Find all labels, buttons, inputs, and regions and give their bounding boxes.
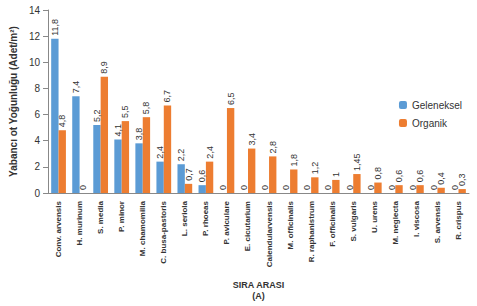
- svg-text:4,1: 4,1: [113, 124, 123, 137]
- svg-text:0,4: 0,4: [436, 172, 446, 185]
- svg-text:4: 4: [34, 135, 40, 146]
- svg-text:I. viscosa: I. viscosa: [412, 200, 421, 237]
- svg-text:M. neglecta: M. neglecta: [391, 200, 400, 244]
- svg-text:2,2: 2,2: [176, 149, 186, 162]
- svg-text:0: 0: [366, 185, 376, 190]
- svg-text:Yabancı ot Yoğunluğu (Adet/m²): Yabancı ot Yoğunluğu (Adet/m²): [8, 26, 19, 177]
- svg-text:2: 2: [34, 161, 40, 172]
- svg-text:Geleneksel: Geleneksel: [412, 100, 462, 111]
- svg-text:2,4: 2,4: [205, 146, 215, 159]
- svg-text:5,2: 5,2: [92, 110, 102, 123]
- svg-text:U. urens: U. urens: [370, 200, 379, 233]
- svg-text:E. cicutarium: E. cicutarium: [243, 201, 252, 251]
- svg-text:1,2: 1,2: [310, 162, 320, 175]
- svg-text:0: 0: [428, 185, 439, 190]
- svg-text:0: 0: [260, 185, 270, 190]
- svg-text:8,9: 8,9: [99, 61, 109, 74]
- svg-text:S. media: S. media: [96, 200, 105, 233]
- svg-text:R. crispus: R. crispus: [454, 200, 463, 239]
- svg-text:C. busa-pastoris: C. busa-pastoris: [159, 200, 168, 263]
- svg-text:R. raphanistrum: R. raphanistrum: [307, 201, 316, 262]
- svg-text:12: 12: [29, 31, 41, 42]
- svg-text:6,5: 6,5: [226, 93, 236, 106]
- svg-text:0: 0: [281, 185, 291, 190]
- svg-text:14: 14: [29, 5, 41, 16]
- svg-text:0: 0: [78, 185, 88, 190]
- svg-text:P. aviculare: P. aviculare: [222, 200, 231, 244]
- svg-text:0: 0: [387, 185, 397, 190]
- svg-text:S. arvensis: S. arvensis: [433, 200, 442, 243]
- svg-text:6,7: 6,7: [162, 90, 172, 103]
- svg-text:F. officinalis: F. officinalis: [328, 200, 337, 246]
- svg-text:7,4: 7,4: [71, 81, 81, 94]
- svg-text:3,4: 3,4: [247, 133, 257, 146]
- svg-text:0: 0: [34, 188, 40, 199]
- svg-text:0: 0: [408, 185, 418, 190]
- svg-text:0,8: 0,8: [373, 167, 383, 180]
- svg-text:H. murinum: H. murinum: [75, 201, 84, 245]
- svg-text:0: 0: [449, 185, 460, 190]
- svg-text:11,8: 11,8: [50, 19, 60, 36]
- svg-text:0: 0: [345, 185, 355, 190]
- svg-text:1: 1: [331, 172, 341, 177]
- svg-text:Conv. arvensis: Conv. arvensis: [54, 200, 63, 257]
- svg-text:5,8: 5,8: [141, 102, 151, 115]
- svg-text:M. chamomilla: M. chamomilla: [138, 200, 147, 256]
- svg-text:L. seriola: L. seriola: [180, 200, 189, 236]
- svg-text:0: 0: [302, 185, 312, 190]
- svg-text:P. rhoeas: P. rhoeas: [201, 200, 210, 236]
- svg-text:3,8: 3,8: [134, 128, 144, 141]
- svg-text:SIRA ARASI: SIRA ARASI: [233, 280, 284, 290]
- svg-text:2,8: 2,8: [268, 141, 278, 154]
- svg-text:0,6: 0,6: [394, 170, 404, 183]
- svg-text:1,45: 1,45: [352, 154, 362, 172]
- svg-text:6: 6: [34, 109, 40, 120]
- svg-text:(A): (A): [252, 291, 265, 301]
- svg-text:Calendularvensis: Calendularvensis: [265, 200, 274, 267]
- svg-text:0,6: 0,6: [197, 170, 207, 183]
- svg-text:10: 10: [29, 57, 41, 68]
- svg-text:P. minor: P. minor: [117, 201, 126, 232]
- svg-text:5,5: 5,5: [120, 106, 130, 119]
- svg-text:4,8: 4,8: [57, 115, 67, 128]
- svg-text:0,3: 0,3: [457, 174, 467, 187]
- svg-text:Organik: Organik: [412, 118, 448, 129]
- svg-text:0: 0: [239, 185, 249, 190]
- svg-text:0,7: 0,7: [184, 168, 194, 181]
- svg-text:S. vulgaris: S. vulgaris: [349, 200, 358, 241]
- svg-text:0,6: 0,6: [415, 170, 425, 183]
- svg-text:2,4: 2,4: [155, 146, 165, 159]
- svg-text:0: 0: [323, 185, 333, 190]
- svg-text:M. officinalis: M. officinalis: [286, 200, 295, 249]
- svg-text:1,8: 1,8: [289, 154, 299, 167]
- svg-text:8: 8: [34, 83, 40, 94]
- svg-text:0: 0: [218, 185, 228, 190]
